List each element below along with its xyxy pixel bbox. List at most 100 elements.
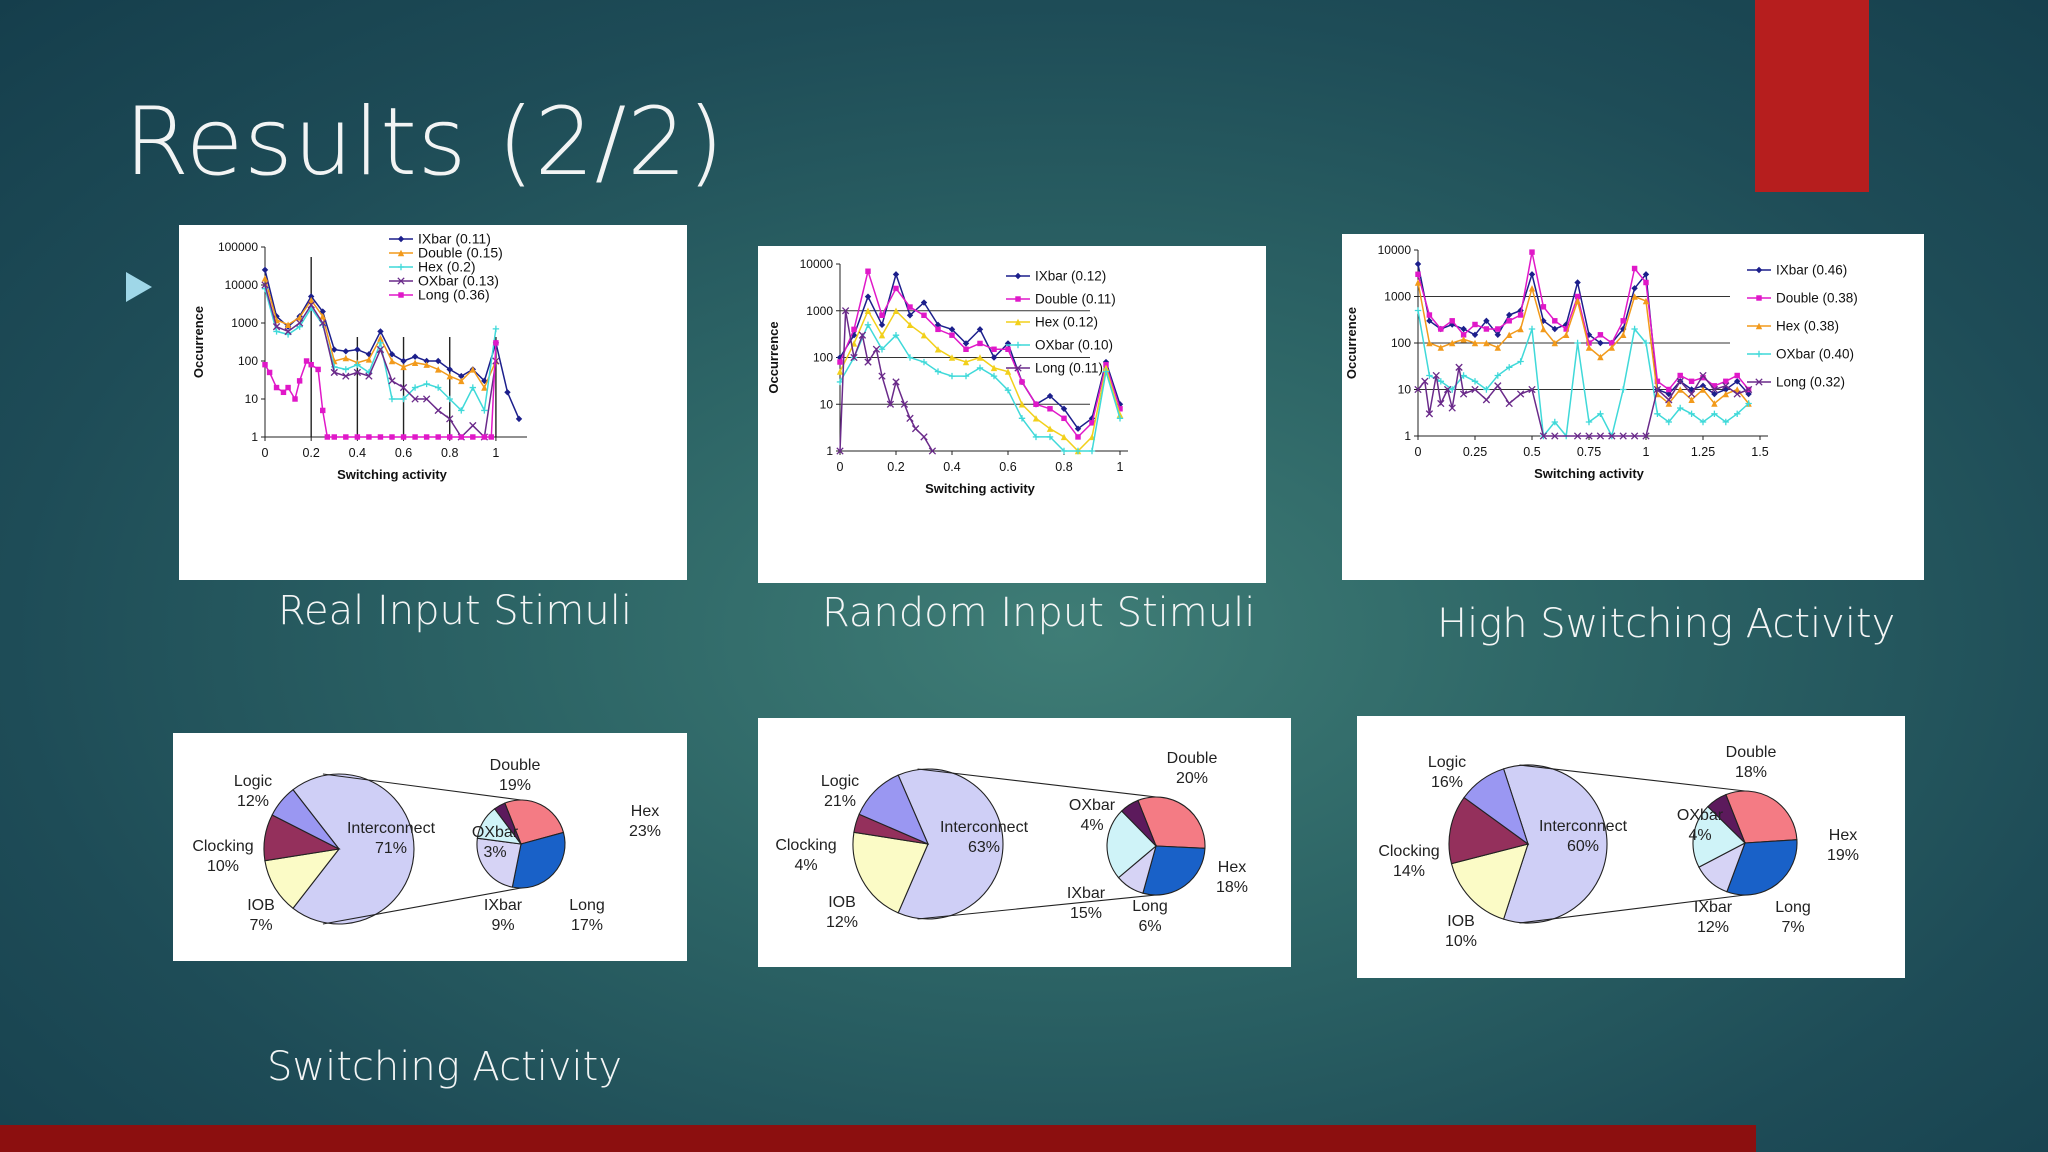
breakdown-slice [504, 799, 565, 845]
legend-label: OXbar (0.10) [1035, 338, 1113, 353]
legend-marker [1014, 318, 1022, 326]
series-2 [1414, 279, 1752, 407]
x-tick-label: 0.8 [441, 446, 458, 460]
data-point [446, 372, 453, 380]
data-point [1004, 386, 1012, 394]
data-point [1528, 325, 1536, 333]
legend-label: Long (0.11) [1035, 361, 1103, 376]
x-tick-label: 1.5 [1751, 445, 1768, 459]
data-point [1653, 385, 1662, 394]
data-point [1528, 271, 1536, 278]
data-point [285, 384, 291, 391]
series-line [1417, 263, 1750, 395]
data-point [962, 340, 970, 347]
data-point [434, 384, 442, 391]
data-point [493, 340, 499, 346]
data-point [920, 433, 928, 441]
data-point [400, 357, 407, 365]
x-tick-label: 0.6 [999, 460, 1016, 474]
data-point [1046, 433, 1054, 441]
pie-label-value: 19% [499, 777, 531, 794]
legend-marker [1015, 296, 1021, 302]
data-point [1551, 339, 1558, 347]
data-point [878, 346, 886, 353]
data-point [1471, 331, 1479, 339]
data-point [280, 389, 287, 396]
data-point [920, 358, 928, 366]
data-point [1597, 410, 1604, 418]
data-point [907, 304, 913, 310]
breakdown-slice [493, 802, 522, 845]
x-axis-label: Switching activity [1534, 466, 1645, 481]
data-point [1449, 318, 1455, 324]
data-point [851, 326, 857, 333]
data-point [1483, 326, 1490, 332]
x-tick-label: 0.75 [1577, 445, 1601, 459]
data-point [1551, 418, 1558, 426]
data-point [273, 313, 280, 320]
data-point [295, 319, 304, 327]
data-point [411, 395, 419, 403]
x-tick-label: 1 [1643, 445, 1650, 459]
data-point [284, 321, 292, 328]
data-point [836, 354, 844, 361]
x-tick-label: 0 [262, 446, 269, 460]
series-line [1417, 282, 1750, 405]
data-point [504, 389, 511, 396]
pie-label-value: 12% [237, 793, 269, 810]
pie-label-value: 16% [1431, 774, 1463, 791]
data-point [1552, 318, 1558, 324]
pie-label: OXbar [472, 824, 519, 841]
data-point [1734, 372, 1740, 379]
data-point [1723, 378, 1729, 385]
main-slice [271, 788, 340, 850]
x-tick-label: 1.25 [1691, 445, 1715, 459]
data-point [1699, 371, 1707, 380]
data-point [892, 378, 900, 386]
series-4 [836, 307, 937, 455]
data-point [1608, 344, 1615, 351]
pie-label-value: 63% [968, 839, 1000, 856]
data-point [1075, 434, 1081, 440]
data-point [1540, 317, 1547, 325]
data-point [1483, 386, 1490, 393]
data-point [389, 434, 395, 440]
pie-label: Hex [631, 803, 659, 820]
legend-marker [1755, 322, 1763, 330]
data-point [886, 400, 895, 408]
pie-label: Interconnect [940, 819, 1029, 836]
data-point [1483, 339, 1490, 347]
pie-label: Long [1132, 898, 1168, 915]
data-point [1734, 386, 1741, 393]
pie-label: Double [490, 757, 541, 774]
data-point [864, 307, 872, 314]
data-point [458, 377, 465, 385]
data-point [1116, 411, 1124, 418]
data-point [446, 415, 454, 423]
slide-title: Results (2/2) [124, 88, 725, 197]
series-line [1417, 310, 1750, 439]
data-point [412, 434, 418, 440]
legend-label: Double (0.15) [418, 245, 503, 261]
pie-chart-high: Interconnect 60% Logic 16% Clocking 14% IOB 10%… [1378, 744, 1859, 950]
data-point [878, 331, 886, 339]
data-point [1074, 447, 1082, 455]
data-point [400, 363, 407, 371]
data-point [1540, 325, 1547, 333]
data-point [1432, 371, 1440, 380]
pie-label: Clocking [192, 838, 253, 855]
y-tick-label: 10000 [1378, 243, 1412, 257]
pie-label: Double [1726, 744, 1777, 761]
y-tick-label: 10 [1398, 383, 1412, 397]
pie-label: Logic [234, 773, 272, 790]
data-point [261, 281, 269, 289]
data-point [319, 313, 326, 320]
legend-marker [1755, 378, 1763, 386]
pie-label-value: 19% [1827, 847, 1859, 864]
data-point [1642, 339, 1650, 347]
data-point [1033, 401, 1039, 407]
pie-label-value: 7% [1781, 919, 1804, 936]
data-point [331, 346, 338, 353]
pie-label: Interconnect [347, 820, 436, 837]
pie-chart-random: Interconnect 63% Logic 21% Clocking 4% IOB 12% D… [775, 750, 1248, 935]
